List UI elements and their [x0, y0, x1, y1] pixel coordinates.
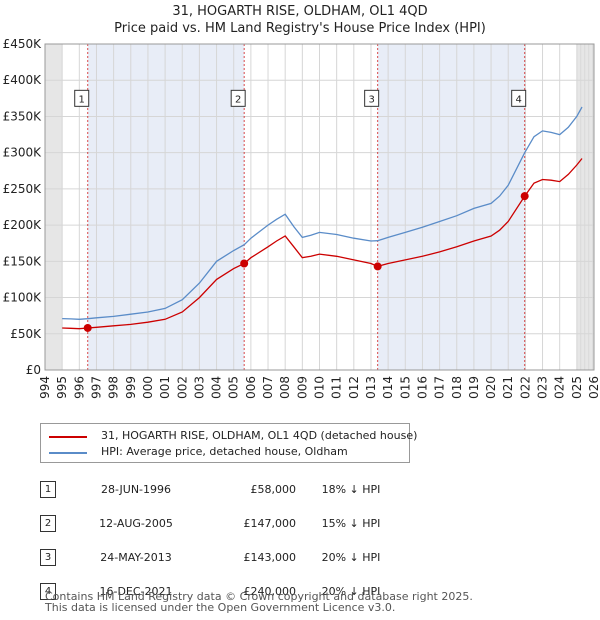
sale-price: £58,000	[250, 482, 297, 496]
y-tick-label: £50K	[10, 327, 42, 341]
x-tick-label: 2002	[175, 376, 189, 400]
y-tick-label: £250K	[3, 182, 43, 196]
sale-price: £147,000	[243, 516, 297, 530]
y-tick-label: £0	[26, 363, 41, 377]
sale-marker-label: 1	[79, 94, 85, 105]
sale-date: 12-AUG-2005	[99, 516, 173, 530]
x-tick-label: 2018	[450, 376, 464, 400]
sale-marker-box	[74, 89, 90, 107]
x-tick-label: 2014	[381, 376, 395, 400]
sale-marker-label: 3	[368, 94, 374, 105]
sale-number-badge: 1	[40, 480, 56, 498]
footer-licence: This data is licensed under the Open Gov…	[45, 601, 396, 614]
x-tick-label: 2019	[467, 376, 481, 400]
x-tick-label: 2013	[364, 376, 378, 400]
x-tick-label: 1996	[72, 376, 86, 400]
x-tick-label: 2012	[347, 376, 361, 400]
transactions-table: 1 28-JUN-1996 £58,000 18% ↓ HPI 2 12-AUG…	[40, 472, 406, 608]
sale-number-badge: 2	[40, 514, 56, 532]
sale-marker-label: 4	[516, 94, 522, 105]
y-tick-label: £350K	[3, 109, 43, 123]
sale-point	[373, 262, 382, 271]
chart-subtitle: Price paid vs. HM Land Registry's House …	[114, 21, 486, 36]
sale-number-badge: 4	[40, 582, 56, 600]
y-tick-label: £100K	[3, 291, 43, 305]
x-tick-label: 2016	[415, 376, 429, 400]
x-tick-label: 2004	[210, 376, 224, 400]
footer: Contains HM Land Registry data © Crown c…	[45, 591, 473, 613]
shaded-period	[45, 44, 63, 370]
sale-point	[83, 323, 92, 332]
legend-label-hpi: HPI: Average price, detached house, Oldh…	[101, 445, 348, 458]
sale-date: 16-DEC-2021	[99, 584, 173, 598]
y-tick-label: £400K	[3, 73, 43, 87]
sale-hpi-diff: 20% ↓ HPI	[321, 550, 381, 564]
x-tick-label: 2021	[501, 376, 515, 400]
sale-hpi-diff: 20% ↓ HPI	[321, 584, 381, 598]
x-tick-label: 2011	[330, 376, 344, 400]
x-tick-label: 2000	[141, 376, 155, 400]
sale-date: 28-JUN-1996	[100, 482, 172, 496]
chart-title: 31, HOGARTH RISE, OLDHAM, OL1 4QD	[172, 4, 428, 19]
sale-hpi-diff: 15% ↓ HPI	[321, 516, 381, 530]
sale-marker-box	[230, 89, 246, 107]
x-tick-label: 2005	[227, 376, 241, 400]
plot-frame	[44, 43, 595, 371]
table-row: 3 24-MAY-2013 £143,000 20% ↓ HPI	[40, 540, 406, 574]
table-row: 4 16-DEC-2021 £240,000 20% ↓ HPI	[40, 574, 406, 608]
sale-marker-box	[364, 89, 380, 107]
shaded-period	[87, 44, 245, 370]
sale-point	[520, 192, 529, 201]
sale-date: 24-MAY-2013	[100, 550, 172, 564]
x-tick-label: 2007	[261, 376, 275, 400]
x-tick-label: 1998	[107, 376, 121, 400]
x-tick-label: 1994	[38, 376, 52, 400]
sale-price: £240,000	[243, 584, 297, 598]
x-tick-label: 1999	[124, 376, 138, 400]
footer-copyright: Contains HM Land Registry data © Crown c…	[45, 590, 473, 603]
shaded-period	[576, 44, 594, 370]
y-tick-label: £450K	[3, 37, 43, 51]
legend-swatch-hpi	[49, 452, 87, 454]
y-tick-label: £200K	[3, 218, 43, 232]
legend-label-property: 31, HOGARTH RISE, OLDHAM, OL1 4QD (detac…	[101, 429, 418, 442]
x-tick-label: 2008	[278, 376, 292, 400]
sale-marker-label: 2	[235, 94, 241, 105]
x-tick-label: 2003	[192, 376, 206, 400]
x-tick-label: 2022	[518, 376, 532, 400]
x-tick-label: 2006	[244, 376, 258, 400]
x-tick-label: 2023	[536, 376, 550, 400]
x-tick-label: 2024	[553, 376, 567, 400]
x-tick-label: 2017	[433, 376, 447, 400]
x-tick-label: 2026	[587, 376, 600, 400]
sale-number-badge: 3	[40, 548, 56, 566]
table-row: 2 12-AUG-2005 £147,000 15% ↓ HPI	[40, 506, 406, 540]
shaded-period	[377, 44, 525, 370]
x-tick-label: 2010	[313, 376, 327, 400]
x-tick-label: 1997	[89, 376, 103, 400]
x-tick-label: 2020	[484, 376, 498, 400]
sale-point	[240, 259, 249, 268]
hpi-series-line	[62, 106, 583, 320]
x-tick-label: 2015	[398, 376, 412, 400]
sale-hpi-diff: 18% ↓ HPI	[321, 482, 381, 496]
sale-marker-box	[511, 89, 527, 107]
price-chart: 1 2 3 4 £0 £50K £100K £150K £200K £250K £300K £350…	[3, 37, 600, 400]
sale-price: £143,000	[243, 550, 297, 564]
x-tick-label: 2001	[158, 376, 172, 400]
y-tick-label: £150K	[3, 254, 43, 268]
y-tick-label: £300K	[3, 146, 43, 160]
x-tick-label: 2025	[570, 376, 584, 400]
legend: 31, HOGARTH RISE, OLDHAM, OL1 4QD (detac…	[40, 423, 417, 463]
x-tick-label: 1995	[55, 376, 69, 400]
legend-swatch-property	[49, 436, 87, 438]
table-row: 1 28-JUN-1996 £58,000 18% ↓ HPI	[40, 472, 406, 506]
x-tick-label: 2009	[295, 376, 309, 400]
